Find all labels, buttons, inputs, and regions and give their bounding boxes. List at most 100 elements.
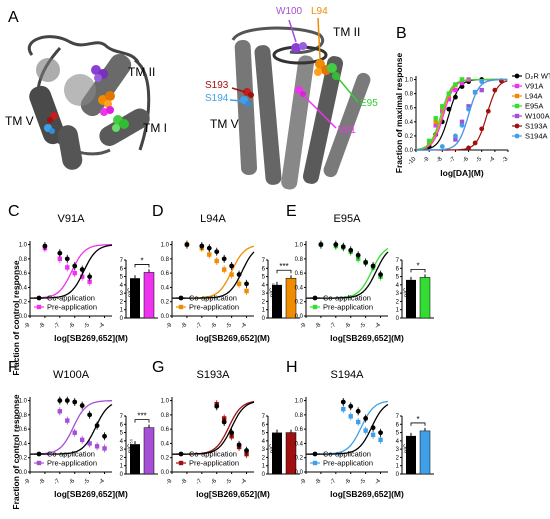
co-point <box>214 249 220 255</box>
point-s194a <box>479 79 485 85</box>
chart-c: V91A 1.0 0.8 0.6 0.4 0.2 0.0 -9 -8 -7 -6 -5 -4 log[SB… <box>19 213 158 343</box>
bar-y-tick-label: 7 <box>396 414 400 420</box>
panel-label-c: C <box>8 203 20 220</box>
point-drwt <box>453 94 458 100</box>
bar-y-tick-label: 4 <box>262 283 266 289</box>
panel-label-b: B <box>396 25 407 42</box>
legend-pre-label: Pre-application <box>189 303 239 312</box>
bar-y-tick-label: 6 <box>396 266 400 272</box>
co-point <box>87 412 93 418</box>
legend-pre-label: Pre-application <box>47 303 97 312</box>
y-tick-label: 0.6 <box>405 106 414 112</box>
pre-point <box>72 270 77 276</box>
x-tick-label: -9 <box>299 322 307 330</box>
bar-co <box>272 432 282 474</box>
label-w100: W100 <box>276 6 303 17</box>
bar-y-tick-label: 7 <box>120 414 124 420</box>
pre-point <box>370 432 376 438</box>
legend-pre-marker <box>178 304 184 310</box>
chart-b: 1.0 0.8 0.6 0.4 0.2 0.0 -10 -9 -8 -7 -6 -5 -4 -3 Fract… <box>394 53 550 178</box>
bar-co <box>130 278 140 318</box>
significance-bracket <box>276 269 292 274</box>
bar-y-tick-label: 4 <box>396 439 400 445</box>
significance-stars: * <box>416 415 419 424</box>
helix-cylinder <box>57 125 83 170</box>
point-drwt <box>446 106 452 112</box>
co-point <box>221 256 227 262</box>
bar-pre <box>143 272 155 319</box>
residue-cluster-e95 <box>112 115 129 132</box>
point-e95a <box>440 104 445 109</box>
residue-cluster-l94 <box>98 91 115 108</box>
bar-y-tick-label: 1 <box>120 308 124 314</box>
point-v91a <box>446 97 452 102</box>
legend-pre-marker <box>36 460 42 466</box>
co-point <box>72 263 78 269</box>
pre-point <box>244 288 249 294</box>
pointer-w100 <box>288 19 297 43</box>
point-e95a <box>433 116 438 121</box>
co-point <box>206 245 212 251</box>
helix-top <box>36 58 60 82</box>
pre-curve <box>29 244 112 299</box>
x-tick-label: -6 <box>462 156 470 164</box>
legend-marker <box>514 133 520 139</box>
bar-y-tick-label: 2 <box>120 299 124 305</box>
pre-point <box>378 437 383 443</box>
co-point <box>214 403 220 409</box>
bar-pre <box>419 277 431 319</box>
x-axis-title: log[SB269,652](M) <box>330 333 404 343</box>
legend-pre-label: Pre-application <box>323 459 373 468</box>
bar-y-tick-label: 5 <box>120 431 124 437</box>
legend-pre-label: Pre-application <box>47 459 97 468</box>
x-tick-label: -10 <box>407 156 418 167</box>
y-tick-label: 0.2 <box>19 456 28 462</box>
pre-point <box>229 272 234 277</box>
chart-f: W100A 1.0 0.8 0.6 0.4 0.2 0.0 -9 -8 -7 -6 -5 -4 log[S… <box>19 369 158 499</box>
pre-point <box>102 446 107 451</box>
y-tick-label: 0.4 <box>295 441 304 447</box>
pointer-s194 <box>229 99 243 102</box>
y-tick-label: 1.0 <box>295 243 304 249</box>
legend-pre-marker <box>312 460 318 466</box>
bar-y-tick-label: 2 <box>262 455 266 461</box>
bar-y-tick-label: 7 <box>396 258 400 264</box>
bar-y-tick-label: 0 <box>120 316 124 322</box>
point-e95a <box>459 77 465 82</box>
pre-point <box>214 258 219 264</box>
bar-y-tick-label: 0 <box>396 316 400 322</box>
bar-y-tick-label: 6 <box>262 266 266 272</box>
y-tick-label: 0.4 <box>161 285 170 291</box>
pre-point <box>72 430 77 435</box>
y-tick-label: 1.0 <box>19 399 28 405</box>
legend-label: D₂R WT <box>525 72 550 81</box>
bar-y-tick-label: 3 <box>262 291 266 297</box>
point-e95a <box>453 82 458 87</box>
x-tick-label: -5 <box>359 478 367 486</box>
pre-point <box>221 267 227 272</box>
co-point <box>333 242 339 247</box>
co-point <box>42 243 48 249</box>
y-tick-label: 0.8 <box>295 257 304 263</box>
bar-y-tick-label: 5 <box>396 431 400 437</box>
point-s193a <box>472 140 478 146</box>
significance-stars: *** <box>137 412 146 421</box>
residue-cluster-v91-side <box>295 86 306 97</box>
bar-y-tick-label: 3 <box>396 447 400 453</box>
co-point <box>378 430 383 436</box>
x-tick-label: -7 <box>195 478 203 486</box>
y-tick-label: 0.8 <box>405 92 414 98</box>
y-tick-label: 0.6 <box>295 271 304 277</box>
x-tick-label: -9 <box>23 478 31 486</box>
legend-pre-label: Pre-application <box>189 459 239 468</box>
bar-y-tick-label: 1 <box>262 308 266 314</box>
point-w100a <box>453 137 458 142</box>
legend-co-marker <box>178 295 184 301</box>
co-curve <box>172 251 255 299</box>
pre-point <box>94 444 100 449</box>
x-tick-label: -5 <box>225 322 233 330</box>
bar-y-tick-label: 6 <box>120 266 124 272</box>
y-tick-label: 0.2 <box>19 300 28 306</box>
legend-label: V91A <box>525 82 543 91</box>
point-v91a <box>459 80 465 86</box>
